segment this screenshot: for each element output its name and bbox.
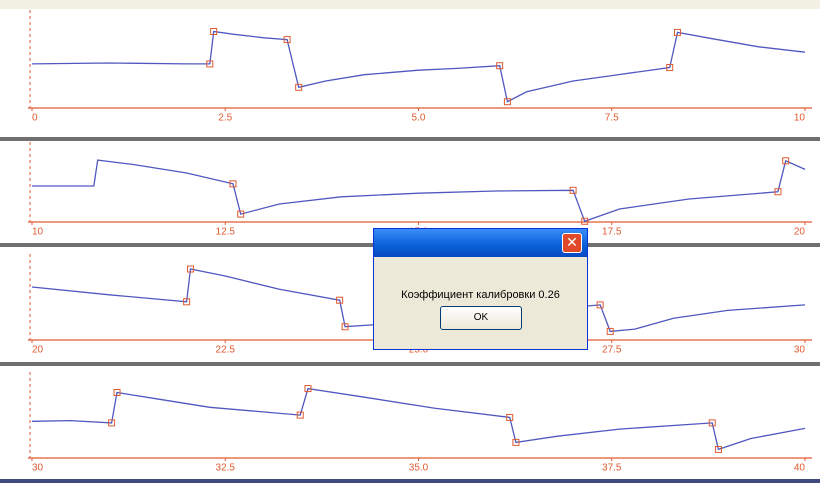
x-tick-label: 20 bbox=[32, 345, 44, 356]
x-tick-label: 2.5 bbox=[218, 113, 232, 124]
signal-line bbox=[32, 160, 805, 221]
strip-separator bbox=[0, 362, 820, 366]
signal-line bbox=[32, 389, 805, 450]
x-tick-label: 27.5 bbox=[602, 345, 622, 356]
x-tick-label: 40 bbox=[794, 463, 806, 474]
close-button[interactable]: ✕ bbox=[562, 233, 582, 253]
dialog-message: Коэффициент калибровки 0.26 bbox=[374, 289, 587, 301]
x-tick-label: 17.5 bbox=[602, 227, 622, 238]
ok-button[interactable]: OK bbox=[440, 306, 522, 330]
x-tick-label: 35.0 bbox=[409, 463, 429, 474]
x-tick-label: 30 bbox=[32, 463, 44, 474]
strip-separator bbox=[0, 137, 820, 141]
screen: 02.55.07.5101012.515.017.5202022.525.027… bbox=[0, 0, 820, 484]
x-tick-label: 30 bbox=[794, 345, 806, 356]
x-tick-label: 7.5 bbox=[605, 113, 619, 124]
x-tick-label: 22.5 bbox=[216, 345, 236, 356]
x-tick-label: 12.5 bbox=[216, 227, 236, 238]
x-tick-label: 37.5 bbox=[602, 463, 622, 474]
signal-line bbox=[32, 32, 805, 102]
x-tick-label: 32.5 bbox=[216, 463, 236, 474]
x-tick-label: 10 bbox=[794, 113, 806, 124]
x-tick-label: 20 bbox=[794, 227, 806, 238]
x-tick-label: 5.0 bbox=[412, 113, 426, 124]
status-bar bbox=[0, 0, 820, 9]
dialog: ✕ Коэффициент калибровки 0.26 OK bbox=[373, 228, 588, 350]
strip-separator bbox=[0, 479, 820, 483]
dialog-title-bar: ✕ bbox=[374, 229, 587, 257]
x-tick-label: 0 bbox=[32, 113, 38, 124]
x-tick-label: 10 bbox=[32, 227, 44, 238]
